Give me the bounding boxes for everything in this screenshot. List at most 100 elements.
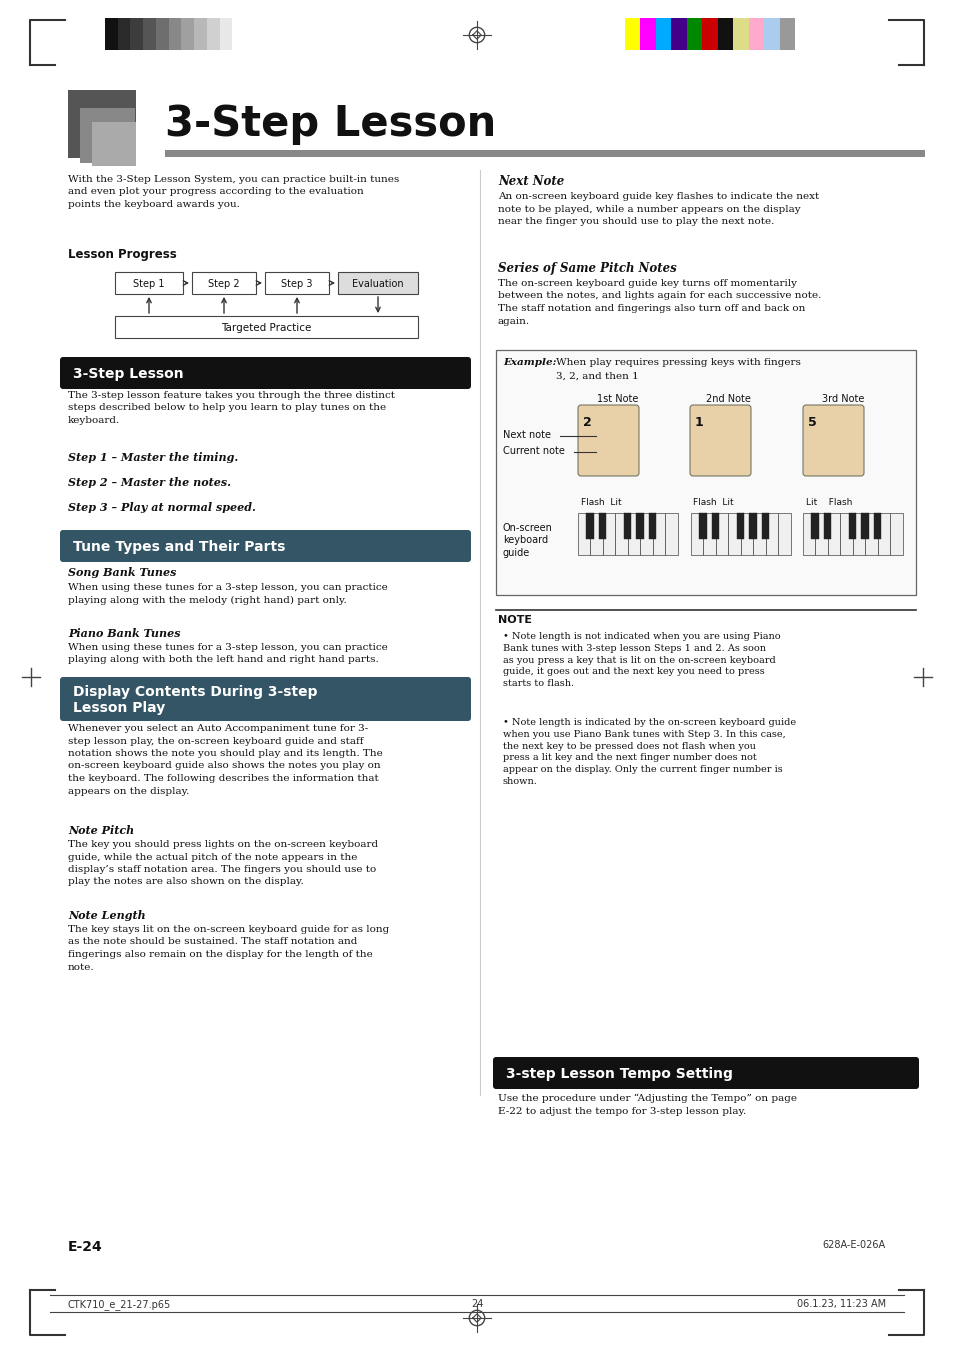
Text: Display Contents During 3-step
Lesson Play: Display Contents During 3-step Lesson Pl… (73, 685, 317, 715)
Bar (864, 513, 877, 555)
Bar (169, 18, 181, 50)
Bar (671, 18, 686, 50)
Text: 3rd Note: 3rd Note (821, 394, 863, 404)
Bar (68, 91, 136, 158)
Text: Lit    Flash: Lit Flash (805, 499, 851, 507)
Text: Whenever you select an Auto Accompaniment tune for 3-
step lesson play, the on-s: Whenever you select an Auto Accompanimen… (68, 724, 382, 796)
Text: • Note length is not indicated when you are using Piano
Bank tunes with 3-step l: • Note length is not indicated when you … (502, 632, 780, 688)
Bar (763, 18, 779, 50)
Bar (779, 18, 794, 50)
Bar (822, 513, 830, 539)
Bar (117, 18, 131, 50)
Bar (181, 18, 193, 50)
Bar (810, 513, 818, 539)
Bar (496, 350, 915, 594)
Bar (598, 513, 605, 539)
Text: An on-screen keyboard guide key flashes to indicate the next
note to be played, : An on-screen keyboard guide key flashes … (497, 192, 819, 226)
Text: Lesson Progress: Lesson Progress (68, 249, 176, 261)
Bar (736, 513, 743, 539)
Text: Step 1: Step 1 (133, 280, 165, 289)
Bar (652, 513, 665, 555)
Text: Flash  Lit: Flash Lit (692, 499, 733, 507)
Bar (690, 513, 702, 555)
Bar (155, 18, 169, 50)
Bar (711, 513, 719, 539)
Text: The on-screen keyboard guide key turns off momentarily
between the notes, and li: The on-screen keyboard guide key turns o… (497, 280, 821, 326)
Bar (802, 513, 815, 555)
Bar (702, 513, 716, 555)
FancyBboxPatch shape (60, 357, 471, 389)
FancyBboxPatch shape (60, 677, 471, 721)
Text: 5: 5 (807, 416, 816, 430)
Bar (665, 513, 678, 555)
Bar (193, 18, 207, 50)
Bar (578, 513, 590, 555)
Bar (840, 513, 852, 555)
Text: 1: 1 (695, 416, 703, 430)
Text: 1st Note: 1st Note (597, 394, 638, 404)
Bar (115, 272, 183, 295)
Bar (699, 513, 706, 539)
Bar (748, 18, 763, 50)
Bar (815, 513, 827, 555)
Text: Step 1 – Master the timing.: Step 1 – Master the timing. (68, 453, 238, 463)
Text: Example:: Example: (502, 358, 556, 367)
Text: Current note: Current note (502, 446, 564, 457)
Bar (889, 513, 902, 555)
Bar (131, 18, 143, 50)
Bar (615, 513, 627, 555)
Text: Evaluation: Evaluation (352, 280, 403, 289)
Bar (753, 513, 765, 555)
Text: 3-Step Lesson: 3-Step Lesson (165, 103, 496, 145)
Text: The 3-step lesson feature takes you through the three distinct
steps described b: The 3-step lesson feature takes you thro… (68, 390, 395, 426)
Bar (627, 513, 639, 555)
Bar (717, 18, 733, 50)
Text: Series of Same Pitch Notes: Series of Same Pitch Notes (497, 262, 676, 276)
Text: Piano Bank Tunes: Piano Bank Tunes (68, 628, 180, 639)
Text: When play requires pressing keys with fingers: When play requires pressing keys with fi… (556, 358, 800, 367)
Bar (590, 513, 602, 555)
Bar (686, 18, 701, 50)
Bar (232, 18, 245, 50)
Text: The key stays lit on the on-screen keyboard guide for as long
as the note should: The key stays lit on the on-screen keybo… (68, 925, 389, 971)
Text: Step 3: Step 3 (281, 280, 313, 289)
Bar (765, 513, 778, 555)
Bar (143, 18, 155, 50)
Bar (778, 513, 790, 555)
Text: 3-Step Lesson: 3-Step Lesson (73, 367, 183, 381)
Bar (728, 513, 740, 555)
Text: Note Length: Note Length (68, 911, 146, 921)
Text: 2: 2 (582, 416, 591, 430)
Text: With the 3-Step Lesson System, you can practice built-in tunes
and even plot you: With the 3-Step Lesson System, you can p… (68, 176, 399, 209)
Text: 2nd Note: 2nd Note (705, 394, 750, 404)
Bar (585, 513, 593, 539)
Bar (733, 18, 748, 50)
Text: Step 3 – Play at normal speed.: Step 3 – Play at normal speed. (68, 503, 255, 513)
Bar (623, 513, 631, 539)
Bar (861, 513, 868, 539)
Text: Next note: Next note (502, 430, 551, 440)
Bar (337, 272, 417, 295)
Text: When using these tunes for a 3-step lesson, you can practice
playing along with : When using these tunes for a 3-step less… (68, 584, 387, 605)
Bar (115, 316, 417, 338)
Bar (192, 272, 255, 295)
Bar (848, 513, 855, 539)
Text: Step 2 – Master the notes.: Step 2 – Master the notes. (68, 477, 231, 488)
Bar (624, 18, 639, 50)
Bar (873, 513, 881, 539)
Bar (877, 513, 889, 555)
Bar (207, 18, 219, 50)
Bar (648, 513, 656, 539)
Bar (105, 18, 117, 50)
FancyBboxPatch shape (60, 530, 471, 562)
FancyBboxPatch shape (493, 1056, 918, 1089)
FancyBboxPatch shape (578, 405, 639, 476)
Text: On-screen
keyboard
guide: On-screen keyboard guide (502, 523, 553, 558)
Bar (748, 513, 756, 539)
FancyBboxPatch shape (802, 405, 863, 476)
Bar (716, 513, 728, 555)
Text: When using these tunes for a 3-step lesson, you can practice
playing along with : When using these tunes for a 3-step less… (68, 643, 387, 665)
Bar (265, 272, 329, 295)
Bar (80, 108, 135, 163)
Bar (701, 18, 717, 50)
